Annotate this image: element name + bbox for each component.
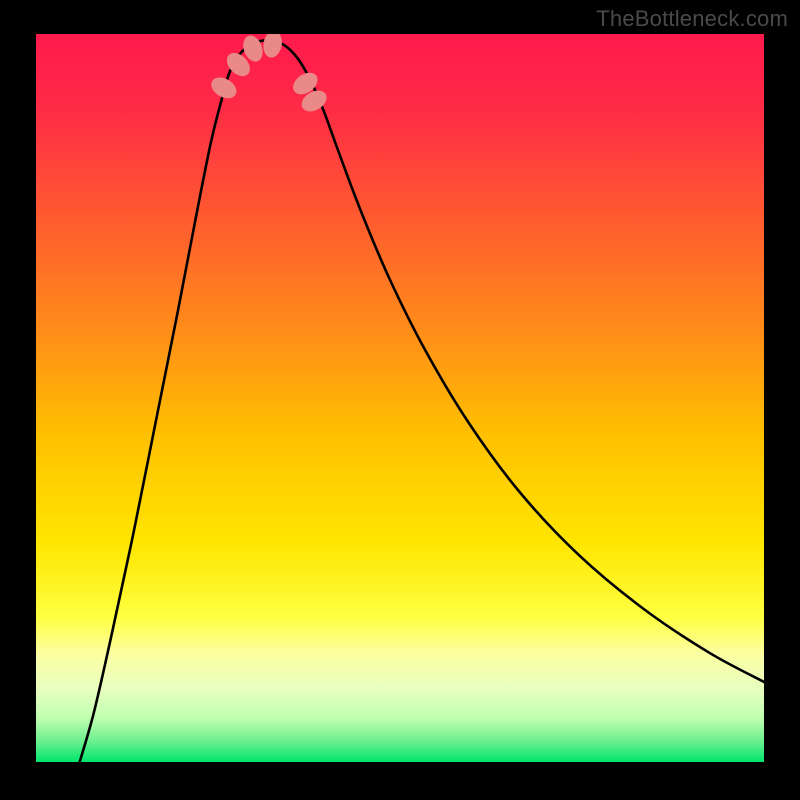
watermark-text: TheBottleneck.com [596, 6, 788, 32]
bottleneck-curve-chart [36, 34, 764, 762]
chart-container: TheBottleneck.com [0, 0, 800, 800]
plot-area [36, 34, 764, 762]
heatmap-gradient-background [36, 34, 764, 762]
